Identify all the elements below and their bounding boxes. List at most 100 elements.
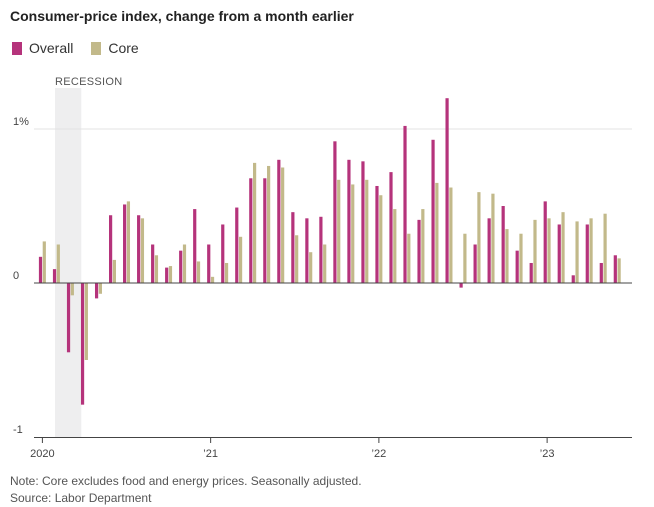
legend: Overall Core — [12, 40, 157, 56]
bar-core-8 — [154, 255, 159, 283]
bar-overall-25 — [389, 172, 393, 283]
bar-core-23 — [365, 179, 369, 283]
bar-core-32 — [491, 193, 495, 283]
bar-core-14 — [238, 236, 243, 283]
bar-core-38 — [575, 221, 579, 283]
bar-overall-33 — [501, 206, 505, 283]
bar-core-28 — [435, 182, 439, 283]
bar-overall-29 — [445, 98, 449, 283]
bar-overall-20 — [319, 216, 323, 283]
bar-core-22 — [351, 184, 355, 283]
bar-overall-27 — [417, 219, 421, 283]
bar-core-16 — [267, 165, 271, 283]
bar-core-26 — [407, 233, 411, 283]
bar-core-36 — [547, 218, 551, 283]
bar-overall-26 — [403, 125, 407, 283]
bar-overall-36 — [543, 201, 547, 283]
bar-chart: RECESSION 1% 0 -1 2020 ’21 ’22 ’23 — [13, 76, 632, 460]
bar-overall-18 — [291, 212, 295, 283]
bar-overall-0 — [38, 256, 43, 283]
y-tick-label: 0 — [13, 270, 19, 282]
bar-core-4 — [98, 283, 102, 294]
bar-core-24 — [379, 195, 383, 283]
legend-item-core: Core — [91, 40, 139, 56]
legend-label-overall: Overall — [29, 40, 74, 56]
bar-core-41 — [617, 258, 621, 283]
bar-overall-5 — [109, 215, 113, 283]
bar-core-19 — [309, 252, 313, 283]
bar-core-5 — [112, 259, 116, 283]
bar-overall-39 — [585, 224, 589, 283]
x-tick-label: ’22 — [372, 448, 387, 460]
bar-overall-4 — [94, 283, 99, 299]
bar-overall-23 — [361, 161, 365, 283]
bar-overall-9 — [165, 267, 169, 283]
footnote: Note: Core excludes food and energy pric… — [10, 474, 362, 488]
bar-core-31 — [477, 192, 481, 283]
recession-label: RECESSION — [55, 76, 123, 88]
bar-overall-35 — [529, 262, 533, 283]
bar-overall-34 — [515, 250, 519, 283]
bar-overall-24 — [375, 185, 379, 283]
bar-overall-40 — [599, 262, 603, 283]
bar-overall-31 — [473, 244, 477, 283]
bar-core-20 — [323, 244, 327, 283]
bar-core-18 — [295, 235, 299, 283]
bar-overall-21 — [333, 141, 337, 283]
bar-overall-2 — [66, 283, 71, 353]
bar-overall-15 — [249, 178, 253, 283]
bar-overall-19 — [305, 218, 309, 283]
bar-core-17 — [281, 167, 285, 283]
x-tick-label: 2020 — [30, 448, 54, 460]
bar-core-21 — [337, 179, 341, 283]
bar-overall-16 — [263, 178, 267, 283]
x-tick-label: ’21 — [203, 448, 218, 460]
bar-overall-37 — [557, 224, 561, 283]
bar-overall-30 — [459, 283, 463, 288]
bar-core-15 — [253, 162, 257, 283]
bar-core-11 — [196, 261, 201, 283]
y-tick-label: -1 — [13, 424, 23, 436]
bar-core-6 — [126, 201, 131, 283]
bar-core-2 — [70, 283, 74, 296]
legend-label-core: Core — [108, 40, 139, 56]
bar-overall-13 — [221, 224, 225, 283]
bar-overall-6 — [123, 204, 127, 283]
bar-core-30 — [463, 233, 467, 283]
bar-core-12 — [210, 276, 215, 283]
bar-core-3 — [84, 283, 88, 360]
bar-core-9 — [168, 266, 173, 283]
x-tick-label: ’23 — [540, 448, 555, 460]
bar-core-1 — [56, 244, 60, 283]
bar-core-40 — [603, 213, 607, 283]
bar-core-13 — [224, 262, 229, 283]
bar-core-7 — [140, 218, 145, 283]
bar-core-37 — [561, 212, 565, 283]
legend-item-overall: Overall — [12, 40, 73, 56]
bar-core-35 — [533, 219, 537, 283]
bar-core-39 — [589, 218, 593, 283]
source-note: Source: Labor Department — [10, 491, 152, 505]
bar-core-34 — [519, 233, 523, 283]
bar-overall-8 — [151, 244, 155, 283]
bar-core-0 — [42, 241, 46, 283]
bar-overall-1 — [52, 269, 57, 283]
bar-overall-17 — [277, 159, 281, 283]
bar-core-10 — [182, 244, 187, 283]
legend-swatch-overall — [12, 41, 22, 55]
y-tick-label: 1% — [13, 116, 29, 128]
bar-overall-7 — [137, 215, 141, 283]
bar-core-33 — [505, 229, 509, 283]
legend-swatch-core — [91, 41, 102, 55]
bar-overall-3 — [80, 283, 85, 405]
bar-overall-10 — [179, 250, 183, 283]
bar-overall-22 — [347, 159, 351, 283]
bar-overall-32 — [487, 218, 491, 283]
bar-core-29 — [449, 187, 453, 283]
chart-title: Consumer-price index, change from a mont… — [10, 8, 354, 24]
bar-overall-41 — [613, 255, 617, 283]
bar-overall-11 — [193, 209, 197, 283]
bar-overall-14 — [235, 207, 239, 283]
bar-overall-12 — [207, 244, 211, 283]
bar-core-25 — [393, 209, 397, 283]
